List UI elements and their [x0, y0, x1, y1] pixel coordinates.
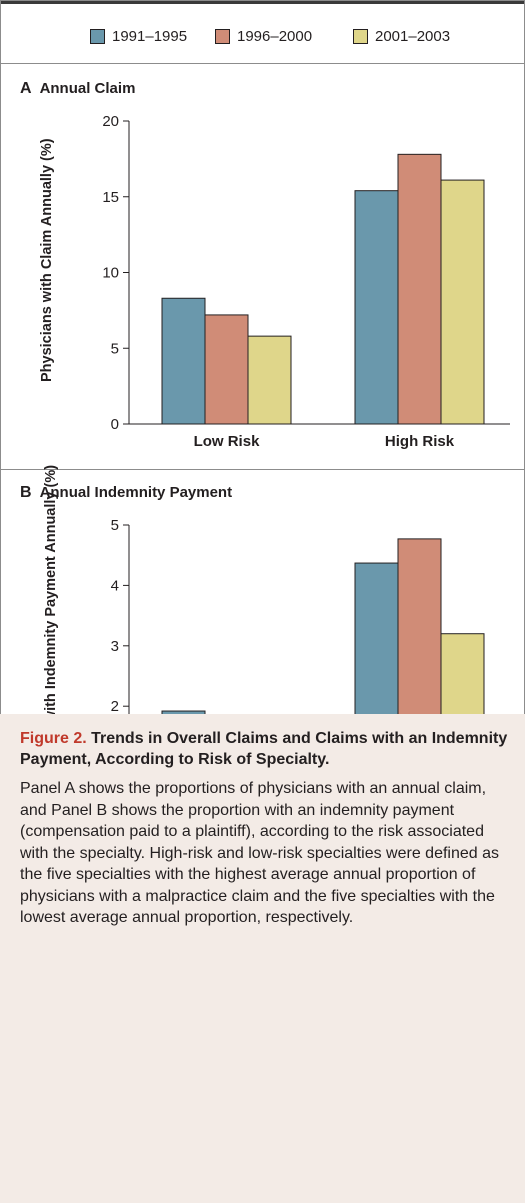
panel-b-title: B Annual Indemnity Payment	[20, 484, 232, 502]
panel-a-ytick-label: 20	[102, 113, 119, 130]
panel-a-letter: A	[20, 80, 32, 97]
panel-a-chart: 0 5 10 15 20 Low Risk High Risk	[102, 113, 510, 450]
caption-box	[0, 714, 525, 1203]
panel-b-ytick-label: 5	[111, 517, 119, 534]
panel-b-letter: B	[20, 484, 32, 501]
panel-a-title-text: Annual Claim	[39, 80, 136, 97]
caption-title: Figure 2. Trends in Overall Claims and C…	[20, 728, 510, 770]
panel-a-bar	[204, 314, 249, 425]
panel-a-ytick-label: 10	[102, 265, 119, 282]
panel-a-bar	[247, 335, 292, 425]
panel-a-bar	[354, 190, 399, 425]
legend-swatch-2	[215, 28, 230, 44]
panel-a-category-label: High Risk	[385, 433, 455, 450]
caption-title-text: Trends in Overall Claims and Claims with…	[20, 730, 508, 768]
top-rule	[0, 0, 525, 4]
panel-a-title: A Annual Claim	[20, 80, 135, 98]
legend-swatch-1	[90, 28, 105, 44]
panel-a-bar	[161, 297, 206, 425]
panel-a-ytick-label: 5	[111, 340, 119, 357]
panel-a-ytick-label: 0	[111, 416, 119, 433]
legend-item-2: 1996–2000	[215, 24, 312, 48]
legend-swatch-3	[353, 28, 368, 44]
caption-body: Panel A shows the proportions of physici…	[20, 780, 500, 926]
legend: 1991–1995 1996–2000 2001–2003	[0, 24, 525, 48]
legend-label-3: 2001–2003	[375, 27, 451, 45]
panel-a-ytick-label: 15	[102, 189, 119, 206]
panel-a-category-label: Low Risk	[194, 433, 261, 450]
legend-label-1: 1991–1995	[112, 27, 188, 45]
divider-middle	[0, 469, 525, 470]
panel-b-ytick-label: 4	[111, 577, 119, 594]
divider-top	[0, 63, 525, 64]
legend-item-3: 2001–2003	[353, 24, 450, 48]
panel-a-bar	[440, 179, 485, 425]
legend-item-1: 1991–1995	[90, 24, 187, 48]
panel-a-bar	[397, 153, 442, 425]
panel-b-ytick-label: 2	[111, 698, 119, 715]
legend-label-2: 1996–2000	[237, 27, 313, 45]
panel-b-title-text: Annual Indemnity Payment	[39, 484, 233, 501]
figure-label: Figure 2.	[20, 730, 87, 747]
panel-b-ytick-label: 3	[111, 638, 119, 655]
